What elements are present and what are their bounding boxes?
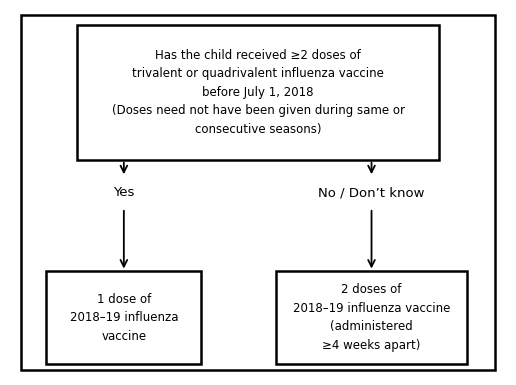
Text: 1 dose of
2018–19 influenza
vaccine: 1 dose of 2018–19 influenza vaccine — [70, 293, 178, 343]
Bar — [276, 271, 467, 364]
Text: 2 doses of
2018–19 influenza vaccine
(administered
≥4 weeks apart): 2 doses of 2018–19 influenza vaccine (ad… — [293, 283, 450, 352]
Text: Has the child received ≥2 doses of
trivalent or quadrivalent influenza vaccine
b: Has the child received ≥2 doses of triva… — [111, 49, 405, 136]
Bar — [77, 25, 439, 160]
Text: Yes: Yes — [113, 186, 135, 199]
Bar — [46, 271, 201, 364]
Text: No / Don’t know: No / Don’t know — [318, 186, 425, 199]
